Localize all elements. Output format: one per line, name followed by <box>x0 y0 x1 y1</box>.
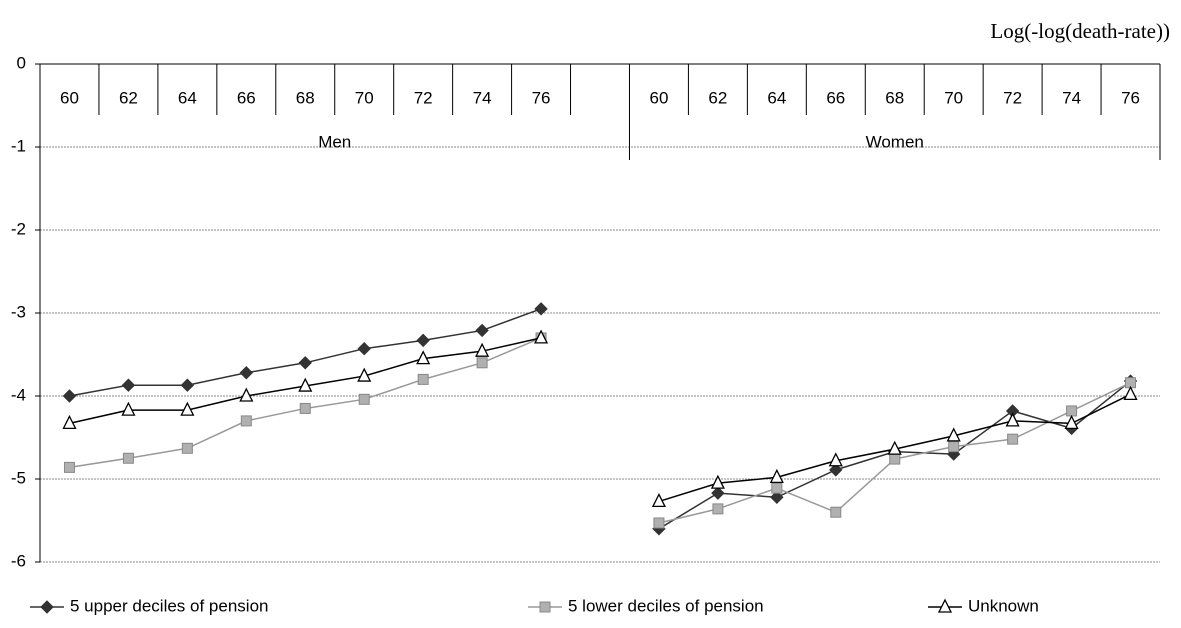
group-label: Men <box>318 132 351 151</box>
x-tick-label: 68 <box>885 88 904 107</box>
data-point <box>769 468 784 483</box>
x-tick-label: 76 <box>1121 88 1140 107</box>
x-tick-label: 70 <box>944 88 963 107</box>
x-tick-label: 74 <box>1062 88 1081 107</box>
data-point <box>122 452 134 464</box>
chart-title: Log(-log(death-rate)) <box>990 19 1170 43</box>
data-point <box>828 452 843 467</box>
data-point <box>1005 412 1020 427</box>
data-point <box>180 401 195 416</box>
data-point <box>476 357 488 369</box>
legend-marker <box>40 600 54 614</box>
x-tick-label: 62 <box>708 88 727 107</box>
data-point <box>710 474 725 489</box>
data-point <box>534 302 548 316</box>
data-point <box>1064 414 1079 430</box>
data-point <box>417 373 429 385</box>
data-point <box>534 329 549 344</box>
y-tick-label: -3 <box>11 302 26 321</box>
legend-marker <box>937 598 953 613</box>
group-label: Women <box>866 132 924 151</box>
data-point <box>299 402 311 414</box>
data-point <box>948 441 960 453</box>
data-point <box>475 323 489 338</box>
data-point <box>1123 385 1138 400</box>
data-point <box>946 427 961 442</box>
y-tick-label: 0 <box>17 53 26 72</box>
x-tick-label: 76 <box>532 88 551 107</box>
data-point <box>298 377 313 392</box>
data-point <box>653 517 665 529</box>
series-line <box>69 337 1131 503</box>
x-tick-label: 64 <box>767 88 786 107</box>
x-tick-label: 70 <box>355 88 374 107</box>
legend-marker <box>539 601 551 613</box>
y-tick-label: -1 <box>11 136 26 155</box>
data-point <box>357 341 371 356</box>
x-tick-label: 60 <box>60 88 79 107</box>
data-point <box>180 378 195 392</box>
data-point <box>1007 433 1019 445</box>
y-tick-label: -6 <box>11 551 26 570</box>
data-point <box>298 356 312 370</box>
x-tick-label: 68 <box>296 88 315 107</box>
data-point <box>770 490 784 504</box>
data-point <box>240 415 252 427</box>
x-tick-label: 74 <box>473 88 492 107</box>
x-tick-label: 66 <box>826 88 845 107</box>
data-point <box>887 440 902 455</box>
x-tick-label: 72 <box>414 88 433 107</box>
data-point <box>889 453 901 465</box>
data-point <box>62 414 77 430</box>
y-tick-label: -5 <box>11 468 26 487</box>
data-point <box>239 366 254 380</box>
data-point <box>358 393 370 405</box>
data-point <box>121 401 136 416</box>
data-point <box>651 492 666 508</box>
legend-label: 5 lower deciles of pension <box>568 596 764 615</box>
legend-label: 5 upper deciles of pension <box>70 596 268 615</box>
x-tick-label: 72 <box>1003 88 1022 107</box>
series-line <box>69 308 1131 530</box>
x-tick-label: 66 <box>237 88 256 107</box>
data-point <box>416 350 431 365</box>
data-point <box>711 486 725 500</box>
data-point <box>121 378 136 392</box>
x-tick-label: 62 <box>119 88 138 107</box>
data-point <box>357 367 372 382</box>
data-point <box>1066 405 1078 417</box>
data-point <box>239 387 254 402</box>
data-point <box>416 333 430 348</box>
data-point <box>712 503 724 515</box>
x-tick-label: 60 <box>649 88 668 107</box>
y-tick-label: -2 <box>11 219 26 238</box>
data-point <box>63 461 75 473</box>
data-point <box>830 506 842 518</box>
legend-label: Unknown <box>968 596 1039 615</box>
data-point <box>829 463 843 477</box>
data-point <box>181 442 193 454</box>
data-point <box>475 342 490 357</box>
data-point <box>62 389 77 403</box>
series-line <box>69 337 1131 524</box>
y-tick-label: -4 <box>11 385 26 404</box>
x-tick-label: 64 <box>178 88 197 107</box>
data-point <box>771 482 783 494</box>
